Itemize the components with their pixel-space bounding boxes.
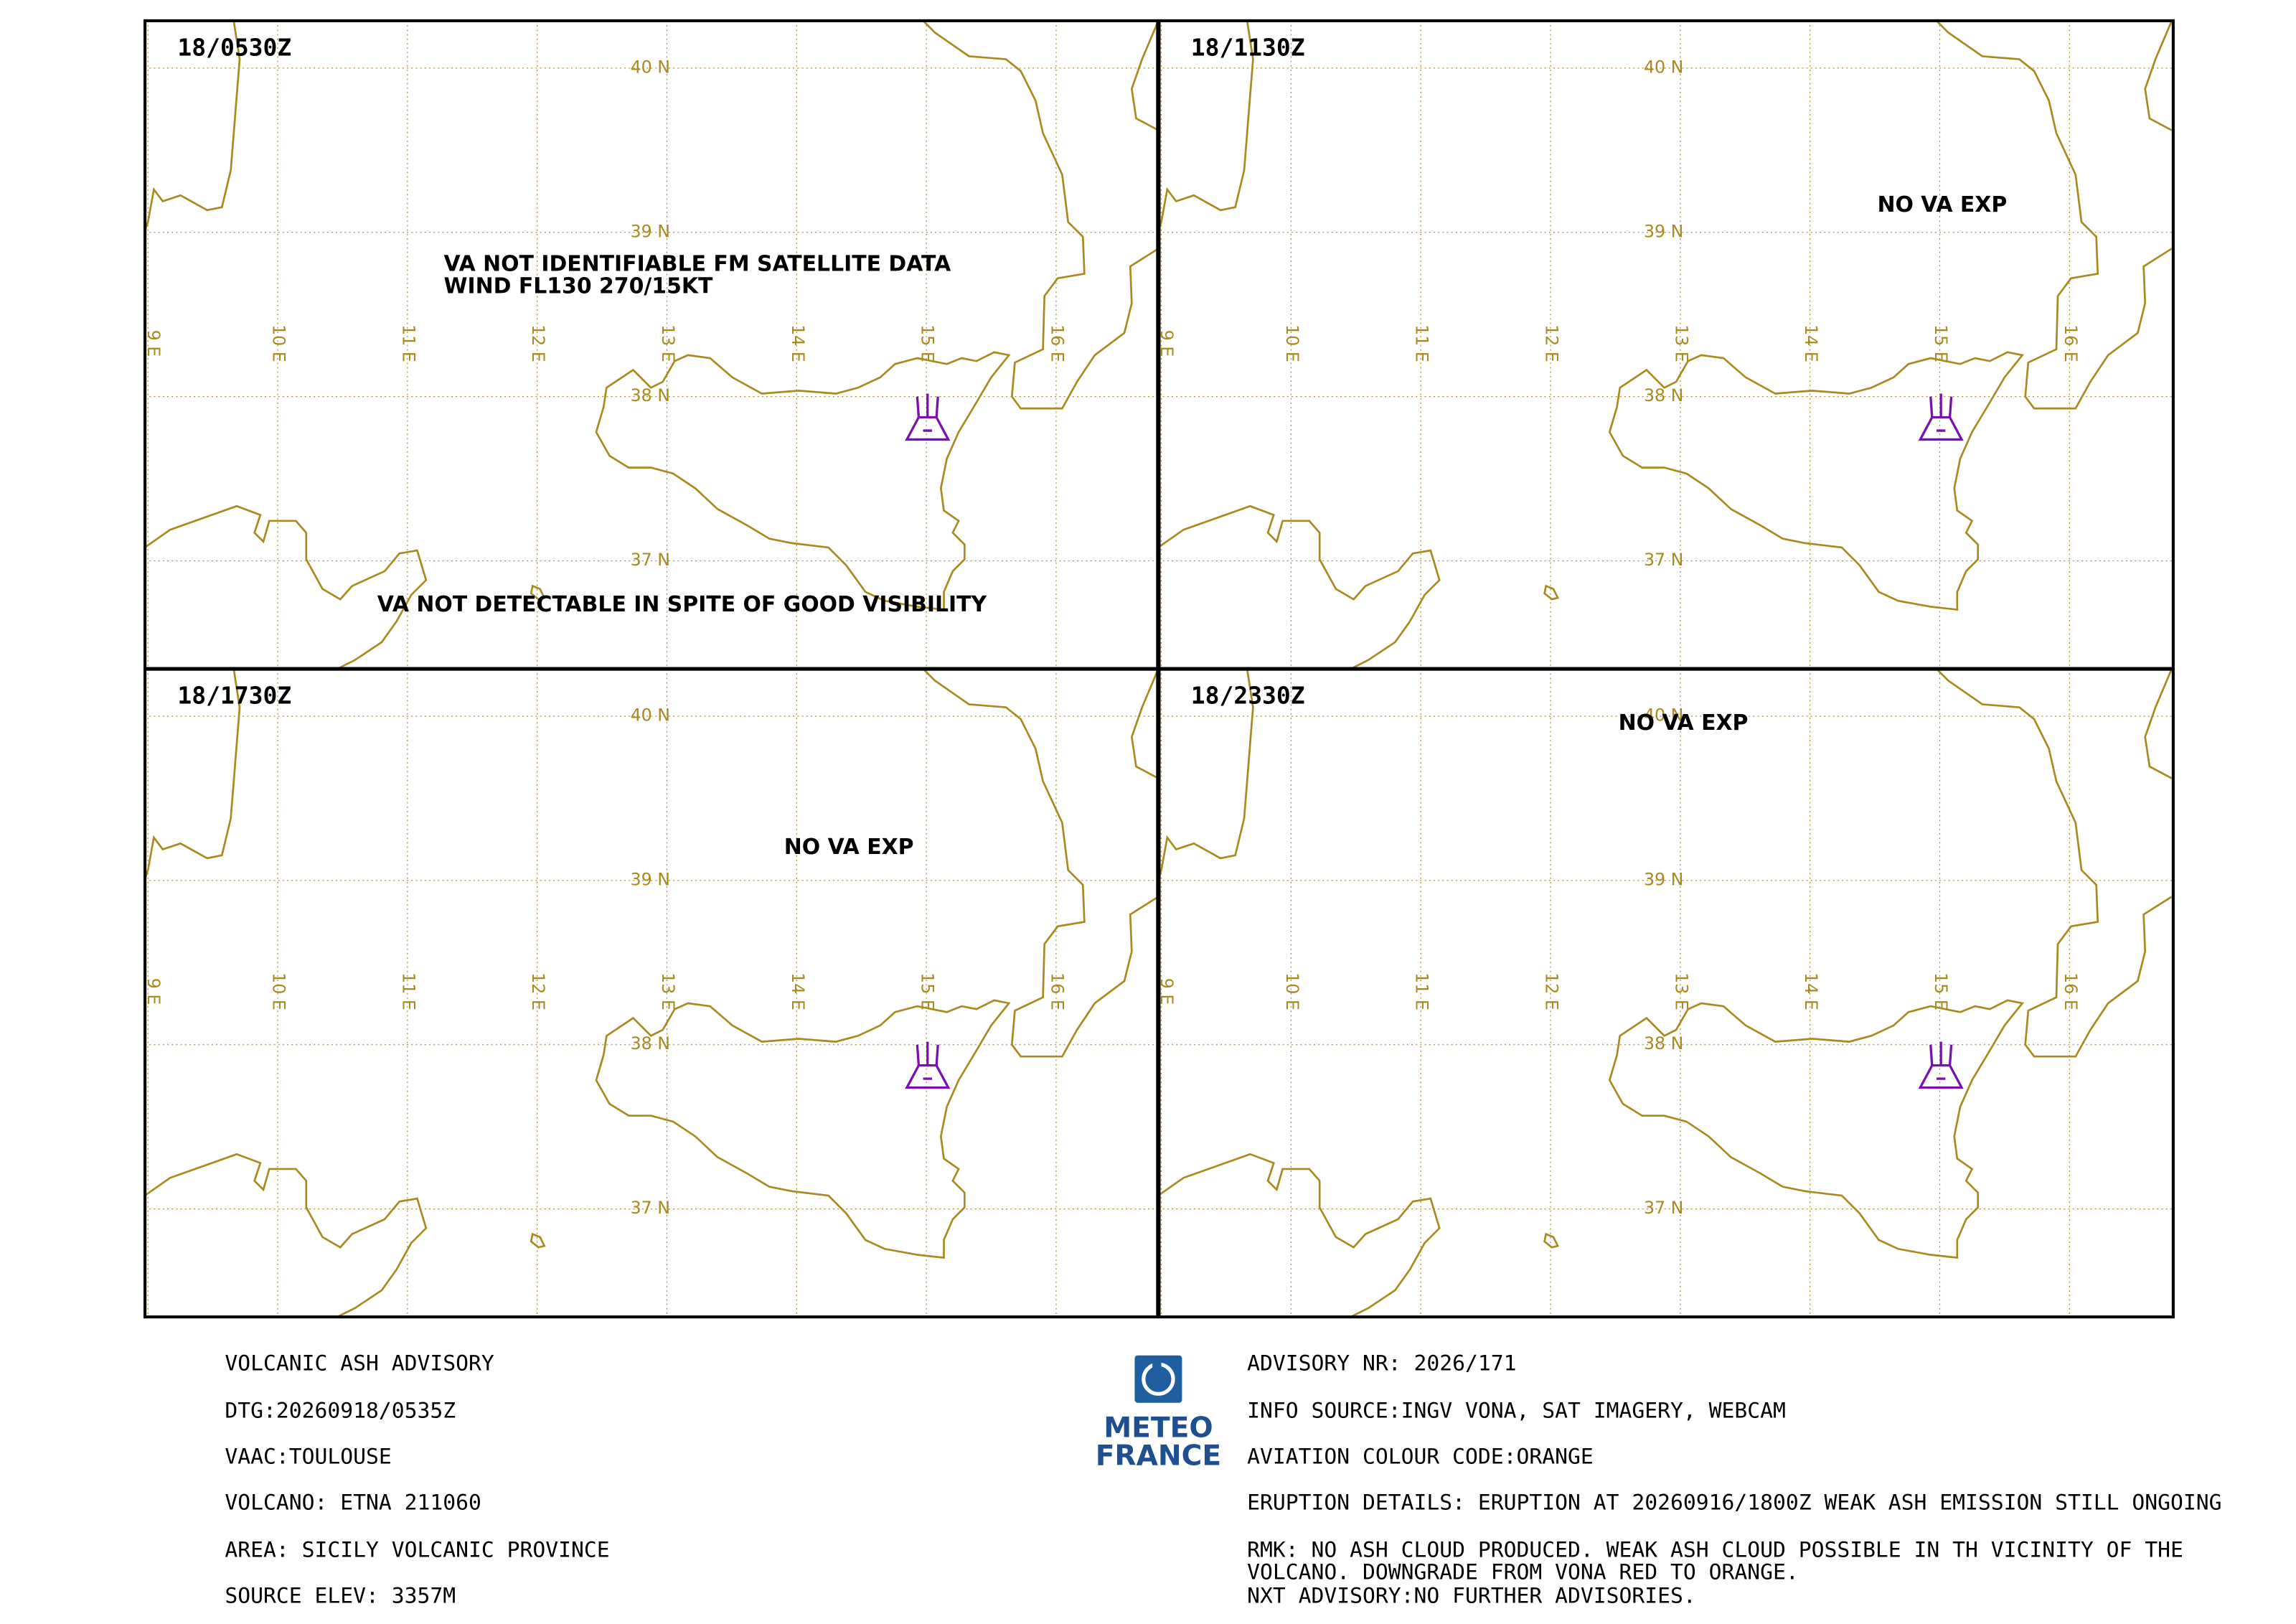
coastline [1158,669,2172,1318]
annotation: NO VA EXP [1877,192,2007,217]
advisory-text: VOLCANIC ASH ADVISORY DTG:20260918/0535Z V… [225,1351,2221,1609]
longitude-label: 14 E [1801,972,1821,1010]
map: 9 E 10 E 11 E 12 E 13 E 14 E 15 E 16 E 40 N 39 N 3… [144,20,1159,670]
latitude-label: 40 N [631,57,670,77]
longitude-label: 16 E [2061,324,2081,362]
advisory-line: ADVISORY NR: 2026/171 [1247,1351,1516,1376]
longitude-label: 15 E [918,324,938,362]
longitude-label: 12 E [1542,972,1562,1010]
longitude-label: 9 E [1157,330,1177,357]
latitude-label: 40 N [1644,705,1683,725]
latitude-label: 38 N [1644,1033,1683,1053]
latitude-label: 37 N [1644,1198,1683,1218]
annotation: NO VA EXP [1619,710,1749,736]
panel-time: 18/2330Z [1191,682,1305,710]
logo: METEO FRANCE [1096,1355,1221,1472]
latitude-label: 37 N [1644,550,1683,570]
longitude-label: 9 E [1157,978,1177,1005]
longitude-label: 10 E [1282,324,1302,362]
advisory-line: INFO SOURCE:INGV VONA, SAT IMAGERY, WEBC… [1247,1399,1786,1424]
latitude-label: 39 N [631,869,670,889]
advisory-line: AVIATION COLOUR CODE:ORANGE [1247,1444,1594,1469]
latitude-label: 38 N [631,1033,670,1053]
map: 9 E 10 E 11 E 12 E 13 E 14 E 15 E 16 E 40 N 39 N 3… [1157,669,2172,1318]
longitude-label: 13 E [1671,324,1691,362]
longitude-label: 16 E [1047,324,1067,362]
advisory-line: SOURCE ELEV: 3357M [225,1583,456,1608]
longitude-label: 16 E [1047,972,1067,1010]
map-panel: 9 E 10 E 11 E 12 E 13 E 14 E 15 E 16 E 40 N 39 N 3… [144,20,1159,670]
longitude-label: 11 E [398,324,418,362]
annotation: NO VA EXP [784,835,914,860]
advisory-line: VOLCANIC ASH ADVISORY [225,1351,494,1376]
map-panel: 9 E 10 E 11 E 12 E 13 E 14 E 15 E 16 E 40 N 39 N 3… [1157,20,2172,670]
logo-text: METEO [1104,1412,1213,1444]
latitude-label: 38 N [1644,385,1683,405]
longitude-label: 12 E [528,324,548,362]
longitude-label: 14 E [788,972,808,1010]
coastline [1158,20,2172,670]
latitude-label: 38 N [631,385,670,405]
advisory-line: VOLCANO: ETNA 211060 [225,1490,481,1515]
longitude-label: 11 E [398,972,418,1010]
logo-text: FRANCE [1096,1440,1221,1472]
volcano-symbol [1919,392,1963,441]
coastline [145,20,1159,670]
advisory-line: VOLCANO. DOWNGRADE FROM VONA RED TO ORAN… [1247,1559,1799,1585]
annotation: VA NOT DETECTABLE IN SPITE OF GOOD VISIB… [377,592,987,617]
advisory-line: ERUPTION DETAILS: ERUPTION AT 20260916/1… [1247,1490,2221,1515]
latitude-label: 37 N [631,550,670,570]
annotation: VA NOT IDENTIFIABLE FM SATELLITE DATA [444,252,951,277]
latitude-label: 39 N [631,221,670,241]
volcano-symbol [905,1040,950,1089]
latitude-label: 39 N [1644,869,1683,889]
longitude-label: 12 E [528,972,548,1010]
panel-time: 18/1730Z [177,682,291,710]
advisory-line: RMK: NO ASH CLOUD PRODUCED. WEAK ASH CLO… [1247,1537,2183,1562]
longitude-label: 14 E [788,324,808,362]
longitude-label: 15 E [1931,324,1951,362]
longitude-label: 11 E [1412,972,1432,1010]
coastline [145,669,1159,1318]
map: 9 E 10 E 11 E 12 E 13 E 14 E 15 E 16 E 40 N 39 N 3… [1157,20,2172,670]
longitude-label: 10 E [269,324,289,362]
latitude-label: 37 N [631,1198,670,1218]
volcano-symbol [1919,1040,1963,1089]
annotation: WIND FL130 270/15KT [444,274,713,299]
longitude-label: 9 E [144,330,164,357]
map: 9 E 10 E 11 E 12 E 13 E 14 E 15 E 16 E 40 N 39 N 3… [144,669,1159,1318]
advisory-line: AREA: SICILY VOLCANIC PROVINCE [225,1537,609,1562]
longitude-label: 10 E [269,972,289,1010]
longitude-label: 15 E [1931,972,1951,1010]
panel-borders [144,19,2175,1319]
latitude-label: 40 N [631,705,670,725]
latitude-label: 39 N [1644,221,1683,241]
longitude-label: 15 E [918,972,938,1010]
longitude-label: 13 E [658,324,678,362]
longitude-label: 12 E [1542,324,1562,362]
longitude-label: 16 E [2061,972,2081,1010]
latitude-label: 40 N [1644,57,1683,77]
panel-time: 18/1130Z [1191,34,1305,62]
panels: 9 E 10 E 11 E 12 E 13 E 14 E 15 E 16 E 40 N 39 N 3… [144,20,2172,1318]
longitude-label: 13 E [658,972,678,1010]
longitude-label: 9 E [144,978,164,1005]
advisory-line: DTG:20260918/0535Z [225,1399,456,1424]
panel-time: 18/0530Z [177,34,291,62]
longitude-label: 14 E [1801,324,1821,362]
longitude-label: 13 E [1671,972,1691,1010]
advisory-line: VAAC:TOULOUSE [225,1444,391,1469]
volcano-symbol [905,392,950,441]
map-panel: 9 E 10 E 11 E 12 E 13 E 14 E 15 E 16 E 40 N 39 N 3… [1157,669,2172,1318]
longitude-label: 11 E [1412,324,1432,362]
longitude-label: 10 E [1282,972,1302,1010]
map-panel: 9 E 10 E 11 E 12 E 13 E 14 E 15 E 16 E 40 N 39 N 3… [144,669,1159,1318]
advisory-line: NXT ADVISORY:NO FURTHER ADVISORIES. [1247,1583,1696,1608]
